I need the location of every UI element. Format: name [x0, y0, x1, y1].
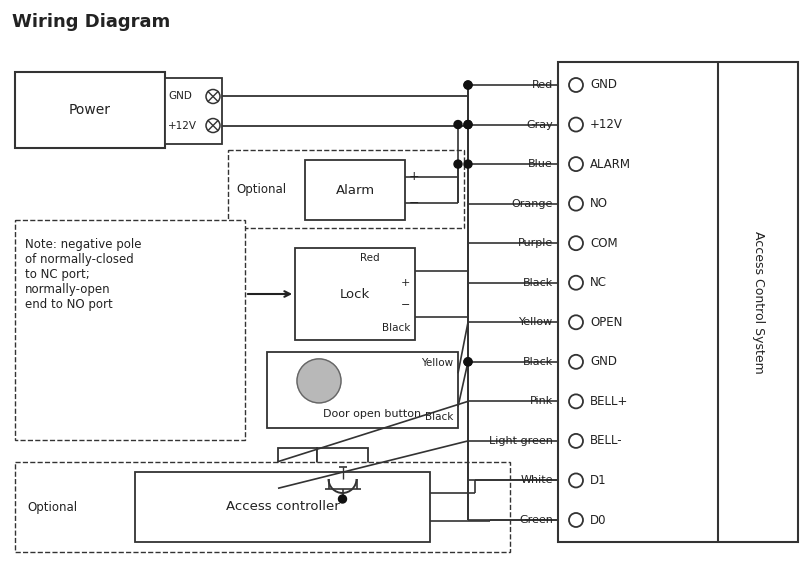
Bar: [305, 160, 405, 220]
Text: Gray: Gray: [526, 120, 553, 130]
Text: Note: negative pole
of normally-closed
to NC port;
normally-open
end to NO port: Note: negative pole of normally-closed t…: [25, 238, 142, 311]
Text: −: −: [401, 300, 410, 310]
Circle shape: [464, 120, 472, 128]
Circle shape: [338, 495, 346, 503]
Text: ALARM: ALARM: [590, 157, 631, 171]
Text: +: +: [401, 278, 410, 288]
Bar: [228, 150, 464, 228]
Circle shape: [464, 81, 472, 89]
Bar: [15, 462, 510, 552]
Text: +12V: +12V: [168, 120, 197, 131]
Circle shape: [464, 160, 472, 168]
Circle shape: [464, 358, 472, 366]
Bar: [278, 448, 317, 510]
Text: Door open button: Door open button: [323, 409, 422, 419]
Text: Blue: Blue: [528, 159, 553, 169]
Text: Green: Green: [519, 515, 553, 525]
Text: Wiring Diagram: Wiring Diagram: [12, 13, 170, 31]
Text: −: −: [409, 197, 419, 210]
Text: NO: NO: [590, 197, 608, 210]
Bar: [135, 472, 430, 542]
Text: Red: Red: [360, 253, 380, 263]
Circle shape: [297, 359, 341, 403]
Text: White: White: [521, 475, 553, 486]
Text: Light green: Light green: [489, 436, 553, 446]
Text: COM: COM: [590, 236, 618, 250]
Text: Black: Black: [382, 323, 410, 333]
Text: BELL-: BELL-: [590, 435, 622, 447]
Text: Access Control System: Access Control System: [751, 231, 765, 374]
Text: Black: Black: [522, 278, 553, 288]
Text: Black: Black: [425, 412, 453, 422]
Bar: [15, 220, 245, 440]
Text: Black: Black: [522, 357, 553, 367]
Bar: [267, 352, 458, 428]
Text: Optional: Optional: [27, 500, 77, 514]
Text: +: +: [409, 170, 420, 183]
Text: Optional: Optional: [236, 182, 286, 195]
Text: Access controller: Access controller: [226, 500, 339, 514]
Text: Yellow: Yellow: [421, 358, 453, 368]
Text: Red: Red: [532, 80, 553, 90]
Text: GND: GND: [168, 91, 192, 102]
Bar: [558, 62, 798, 542]
Bar: [317, 448, 368, 510]
Text: Yellow: Yellow: [518, 317, 553, 327]
Bar: [295, 248, 415, 340]
Text: GND: GND: [590, 78, 617, 91]
Text: D0: D0: [590, 514, 606, 526]
Text: D1: D1: [590, 474, 606, 487]
Circle shape: [464, 120, 472, 128]
Text: Alarm: Alarm: [335, 184, 374, 196]
Text: BELL+: BELL+: [590, 395, 628, 408]
Text: Lock: Lock: [340, 288, 370, 300]
Circle shape: [464, 81, 472, 89]
Bar: [15, 72, 165, 148]
Text: OPEN: OPEN: [590, 315, 622, 329]
Circle shape: [464, 358, 472, 366]
Text: Pink: Pink: [530, 396, 553, 406]
Text: GND: GND: [590, 356, 617, 368]
Text: Orange: Orange: [512, 199, 553, 209]
Bar: [165, 78, 222, 144]
Text: Purple: Purple: [518, 238, 553, 248]
Circle shape: [454, 120, 462, 128]
Text: Power: Power: [69, 103, 111, 117]
Circle shape: [454, 160, 462, 168]
Text: +12V: +12V: [590, 118, 623, 131]
Text: NC: NC: [590, 276, 607, 289]
